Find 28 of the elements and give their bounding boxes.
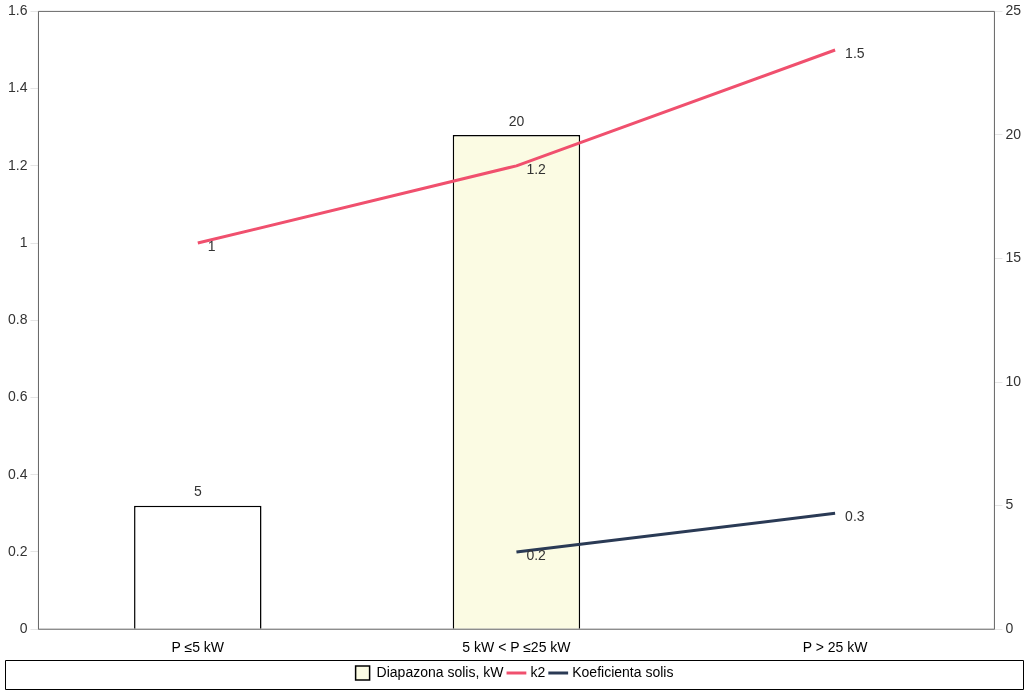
y-tick-label: 0.4 [7, 465, 28, 482]
legend-label: k2 [530, 663, 546, 680]
data-label: 1.5 [845, 44, 865, 61]
y-tick-label: 0.2 [7, 542, 28, 559]
x-tick-label: P > 25 kW [802, 639, 869, 656]
data-label: 0.2 [526, 546, 547, 563]
y-tick-label: 0.6 [7, 388, 28, 405]
y-tick-label: 1 [19, 233, 28, 250]
y-tick-label: 0.8 [7, 311, 28, 328]
legend-label: Diapazona solis, kW [376, 663, 505, 680]
x-tick-label: P ≤5 kW [171, 639, 225, 656]
y2-tick-label: 0 [1005, 620, 1014, 637]
y2-tick-label: 25 [1005, 2, 1022, 19]
y2-tick-label: 15 [1005, 249, 1022, 266]
y-tick-label: 1.6 [7, 2, 28, 19]
y-tick-label: 0 [19, 620, 28, 637]
data-label: 5 [193, 483, 202, 500]
y2-tick-label: 20 [1005, 125, 1022, 142]
y2-tick-label: 5 [1005, 496, 1014, 513]
legend-label: Koeficienta solis [572, 663, 674, 680]
data-label: 1.2 [526, 160, 547, 177]
y-tick-label: 1.2 [7, 156, 28, 173]
y2-tick-label: 10 [1005, 372, 1022, 389]
x-tick-label: 5 kW < P ≤25 kW [462, 639, 572, 656]
y-tick-label: 1.4 [7, 79, 28, 96]
data-label: 20 [508, 112, 525, 129]
data-label: 0.3 [845, 508, 865, 525]
data-label: 1 [207, 237, 216, 254]
